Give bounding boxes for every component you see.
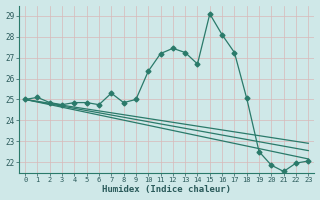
X-axis label: Humidex (Indice chaleur): Humidex (Indice chaleur) [102,185,231,194]
